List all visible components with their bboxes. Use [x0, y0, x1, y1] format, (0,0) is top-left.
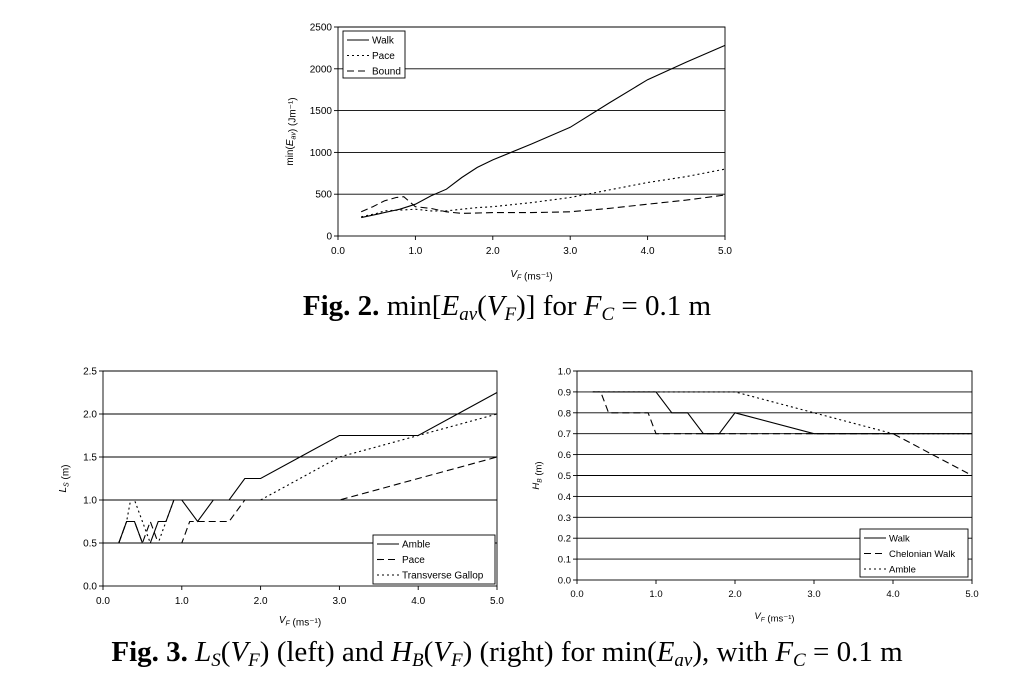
y-tick-label: 0.4	[558, 492, 571, 503]
x-tick-label: 2.0	[728, 589, 741, 600]
x-tick-label: 5.0	[965, 589, 978, 600]
x-tick-label: 4.0	[641, 246, 655, 257]
chart-hb: 0.0 0.1 0.2 0.3 0.4 0.5 0.6 0.7 0.8 0.9 1.0 0.0 1.0 2…	[531, 367, 979, 625]
x-tick-label: 2.0	[254, 596, 268, 607]
legend-label: Pace	[372, 51, 395, 62]
x-axis-label: VF (ms⁻¹)	[510, 269, 552, 283]
x-tick-label: 2.0	[486, 246, 500, 257]
legend-label: Pace	[402, 555, 425, 566]
x-tick-label: 3.0	[807, 589, 820, 600]
x-axis-label: VF (ms⁻¹)	[754, 611, 794, 625]
x-tick-label: 3.0	[563, 246, 577, 257]
x-tick-label: 1.0	[408, 246, 422, 257]
y-tick-label: 500	[315, 190, 332, 201]
y-tick-label: 0.5	[83, 539, 97, 550]
y-tick-label: 0.2	[558, 534, 571, 545]
y-tick-label: 0.1	[558, 555, 571, 566]
y-tick-label: 0.9	[558, 387, 571, 398]
y-tick-label: 0.5	[558, 471, 571, 482]
legend-label: Bound	[372, 67, 401, 78]
plot-area	[337, 26, 726, 237]
x-tick-label: 0.0	[570, 589, 583, 600]
x-tick-label: 3.0	[332, 596, 346, 607]
y-axis-label: LS (m)	[58, 464, 72, 492]
x-tick-label: 0.0	[96, 596, 110, 607]
x-tick-label: 1.0	[175, 596, 189, 607]
series-line	[360, 194, 726, 214]
y-tick-label: 0	[326, 232, 332, 243]
y-tick-label: 2.5	[83, 367, 97, 378]
series-line	[592, 391, 972, 435]
series-line	[361, 168, 726, 218]
x-tick-label: 5.0	[718, 246, 732, 257]
legend-box	[342, 30, 406, 79]
x-tick-label: 0.0	[331, 246, 345, 257]
fig3-caption-label: Fig. 3.	[111, 636, 188, 668]
legend-label: Chelonian Walk	[889, 549, 955, 560]
y-tick-label: 1.0	[83, 496, 97, 507]
y-axis-label: min(Eav) (Jm⁻¹)	[285, 97, 299, 165]
fig2-caption-label: Fig. 2.	[302, 290, 380, 322]
legend-label: Transverse Gallop	[402, 571, 484, 582]
x-tick-label: 1.0	[649, 589, 662, 600]
legend-label: Amble	[889, 565, 916, 576]
fig3-caption: Fig. 3. LS(VF) (left) and HB(VF) (right)…	[111, 636, 903, 671]
series-line	[118, 456, 498, 545]
legend-label: Amble	[402, 540, 431, 551]
y-tick-label: 0.7	[558, 429, 571, 440]
y-tick-label: 1500	[310, 106, 333, 117]
fig2-caption: Fig. 2. min[Eav(VF)] for FC = 0.1 m	[302, 290, 712, 325]
x-tick-label: 4.0	[411, 596, 425, 607]
legend-box	[372, 534, 496, 585]
legend-label: Walk	[372, 36, 395, 47]
x-tick-label: 5.0	[490, 596, 504, 607]
series-line	[361, 44, 726, 219]
y-tick-label: 1.5	[83, 453, 97, 464]
plot-area	[102, 370, 498, 587]
y-tick-label: 0.0	[83, 582, 97, 593]
y-tick-label: 0.8	[558, 408, 571, 419]
y-axis-label: HB (m)	[531, 461, 545, 489]
series-line	[118, 392, 498, 544]
x-tick-label: 4.0	[886, 589, 899, 600]
x-axis-label: VF (ms⁻¹)	[279, 615, 321, 629]
series-line	[592, 391, 973, 476]
y-tick-label: 2500	[310, 23, 333, 34]
y-tick-label: 2000	[310, 64, 333, 75]
y-tick-label: 0.3	[558, 513, 571, 524]
chart-min-eav: 0 500 1000 1500 2000 2500 0.0 1.0 2.0 3.0 4.0 5.0 VF…	[285, 23, 732, 283]
y-tick-label: 2.0	[83, 410, 97, 421]
y-tick-label: 1000	[310, 148, 333, 159]
y-tick-label: 0.6	[558, 450, 571, 461]
series-line	[118, 413, 498, 544]
chart-ls: 0.0 0.5 1.0 1.5 2.0 2.5 0.0 1.0 2.0 3.0 4.0 5.0 VF (…	[58, 367, 504, 629]
y-tick-label: 0.0	[558, 576, 571, 587]
legend-label: Walk	[889, 534, 910, 545]
y-tick-label: 1.0	[558, 367, 571, 378]
